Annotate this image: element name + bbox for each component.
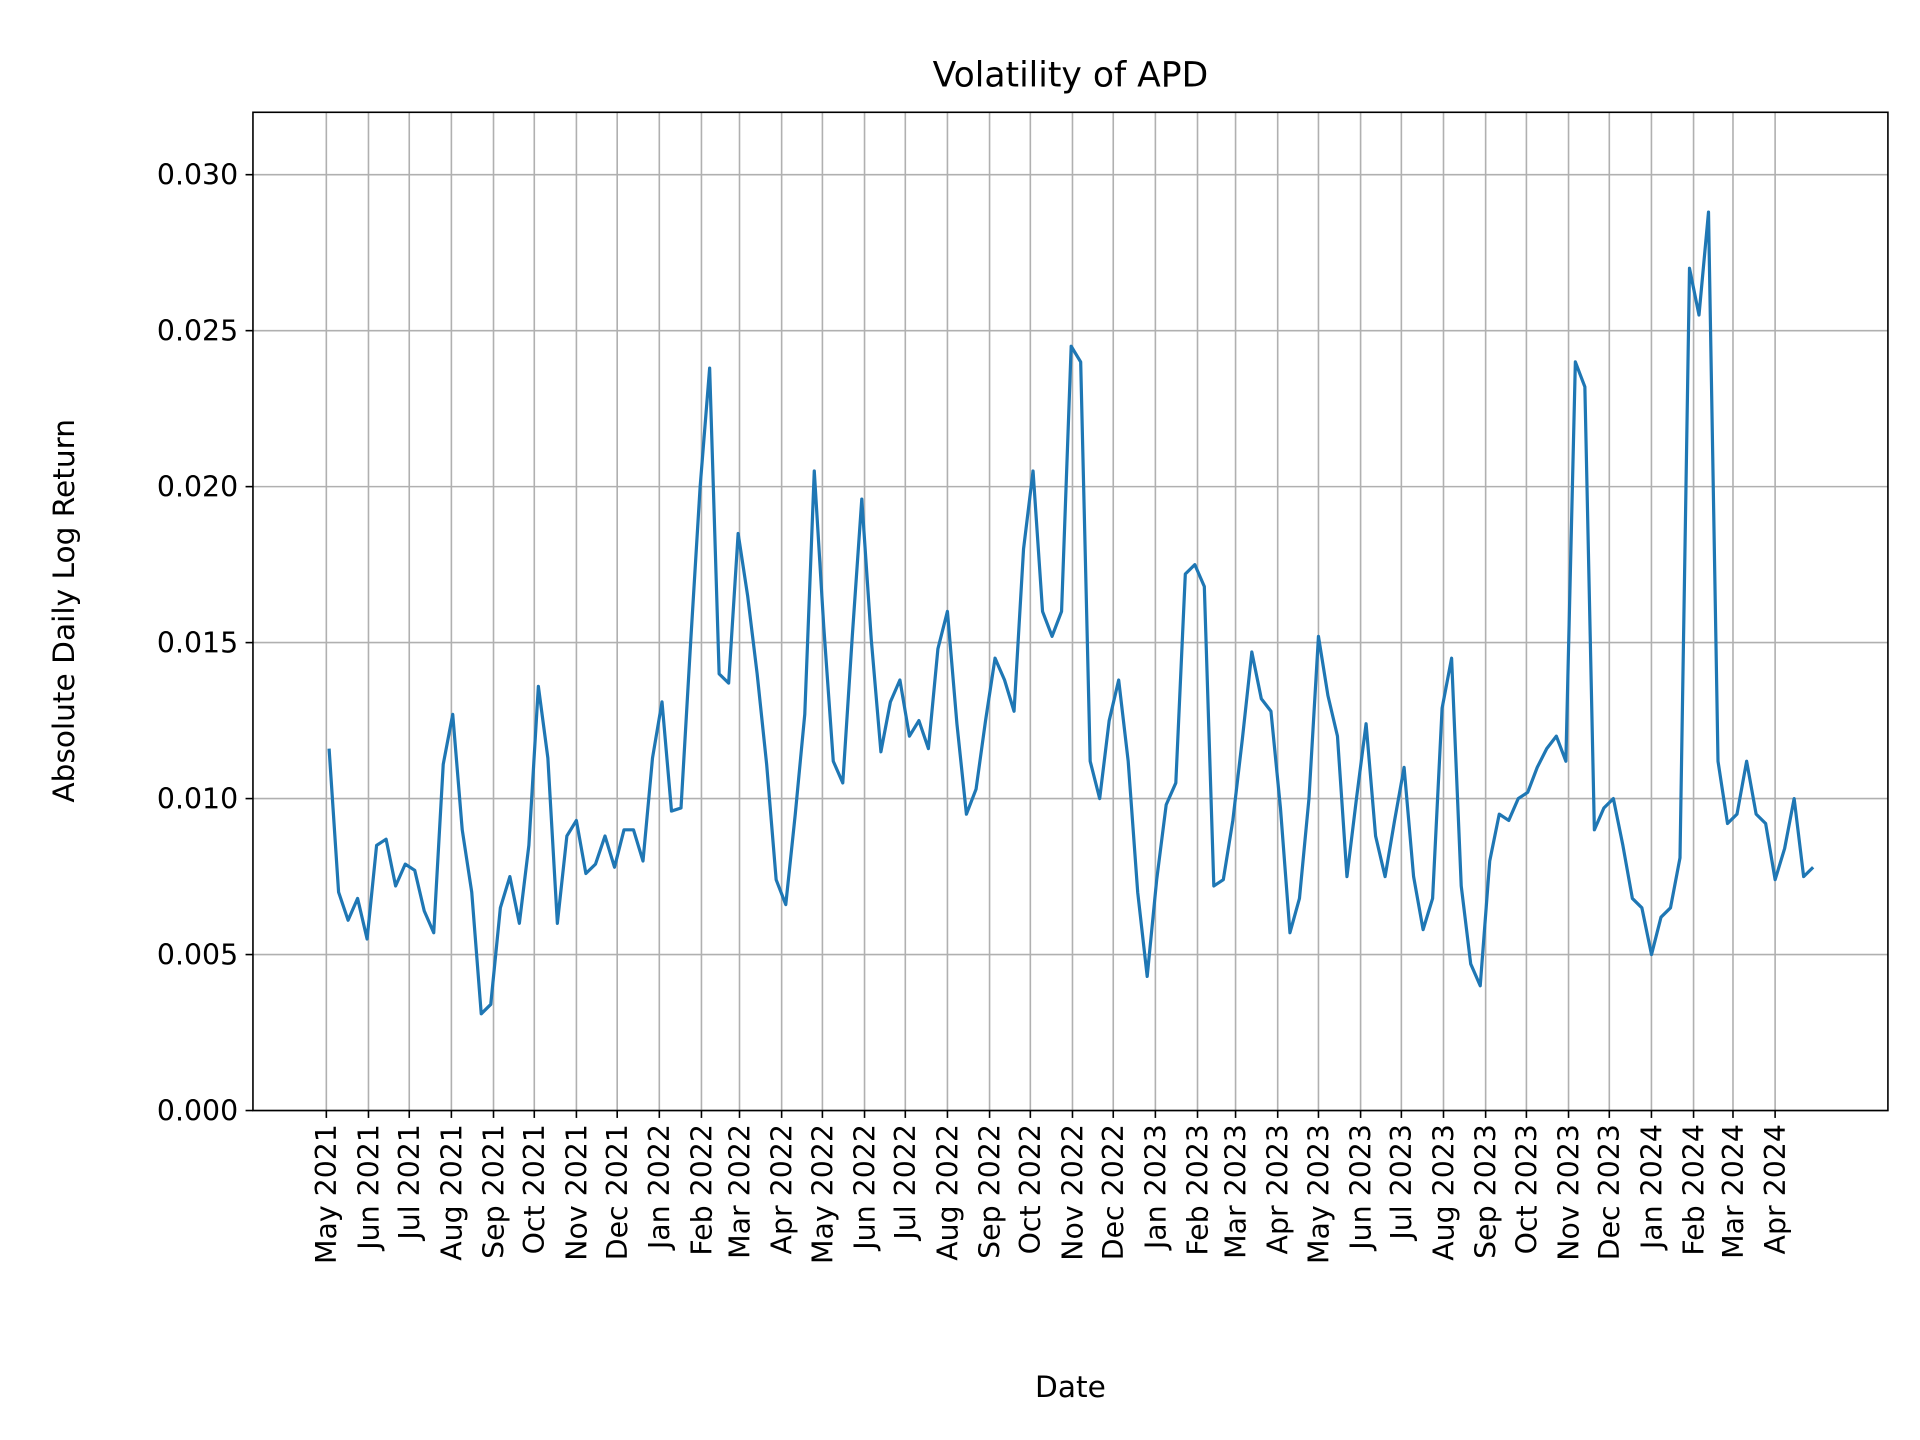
x-tick-label: Jun 2023 — [1344, 1124, 1377, 1252]
x-tick-label: Jun 2021 — [352, 1124, 385, 1252]
x-tick-label: Feb 2024 — [1677, 1124, 1710, 1255]
x-tick-label: Jan 2023 — [1139, 1124, 1172, 1251]
x-tick-label: May 2021 — [310, 1124, 343, 1264]
y-tick-label: 0.010 — [157, 782, 238, 815]
x-tick-label: Nov 2023 — [1552, 1124, 1585, 1261]
x-axis: May 2021 Jun 2021 Jul 2021 Aug 2021 Sep 2021… — [310, 1110, 1792, 1264]
x-tick-label: Sep 2023 — [1470, 1124, 1503, 1259]
x-tick-label: Oct 2022 — [1014, 1124, 1047, 1254]
grid-lines — [252, 112, 1888, 1112]
x-tick-label: Dec 2023 — [1593, 1124, 1626, 1260]
x-tick-label: Mar 2023 — [1219, 1124, 1252, 1259]
x-tick-label: Nov 2022 — [1056, 1124, 1089, 1261]
x-tick-label: Apr 2023 — [1262, 1124, 1295, 1254]
x-tick-label: Jul 2022 — [889, 1124, 922, 1241]
x-tick-label: Mar 2022 — [723, 1124, 756, 1259]
y-tick-label: 0.000 — [157, 1094, 238, 1127]
x-tick-label: Feb 2023 — [1181, 1124, 1214, 1255]
y-axis: 0.000 0.005 0.010 0.015 0.020 0.025 0.030 — [157, 159, 253, 1127]
x-tick-label: May 2022 — [806, 1124, 839, 1264]
x-tick-label: Oct 2021 — [518, 1124, 551, 1254]
y-axis-label: Absolute Daily Log Return — [47, 419, 81, 803]
x-tick-label: Feb 2022 — [685, 1124, 718, 1255]
x-tick-label: Jun 2022 — [848, 1124, 881, 1252]
x-tick-label: Apr 2024 — [1759, 1124, 1792, 1254]
x-tick-label: Jul 2021 — [393, 1124, 426, 1241]
x-tick-label: Jan 2022 — [643, 1124, 676, 1251]
x-tick-label: Apr 2022 — [766, 1124, 799, 1254]
y-tick-label: 0.005 — [157, 938, 238, 971]
x-axis-label: Date — [1035, 1370, 1106, 1404]
y-tick-label: 0.020 — [157, 471, 238, 504]
x-tick-label: Dec 2021 — [601, 1124, 634, 1260]
x-tick-label: Oct 2023 — [1510, 1124, 1543, 1254]
x-tick-label: Mar 2024 — [1717, 1124, 1750, 1259]
x-tick-label: Dec 2022 — [1097, 1124, 1130, 1260]
x-tick-label: Jul 2023 — [1385, 1124, 1418, 1241]
x-tick-label: Aug 2022 — [931, 1124, 964, 1261]
x-tick-label: Sep 2022 — [973, 1124, 1006, 1259]
x-tick-label: Sep 2021 — [477, 1124, 510, 1259]
plot-frame — [252, 111, 1889, 1112]
y-tick-label: 0.030 — [157, 159, 238, 192]
x-tick-label: Aug 2021 — [435, 1124, 468, 1261]
chart-title: Volatility of APD — [933, 55, 1209, 95]
x-tick-label: Nov 2021 — [560, 1124, 593, 1261]
x-tick-label: Aug 2023 — [1427, 1124, 1460, 1261]
x-tick-label: May 2023 — [1302, 1124, 1335, 1264]
y-tick-label: 0.025 — [157, 315, 238, 348]
y-tick-label: 0.015 — [157, 626, 238, 659]
series-line — [327, 210, 1815, 1016]
x-tick-label: Jan 2024 — [1635, 1124, 1668, 1251]
